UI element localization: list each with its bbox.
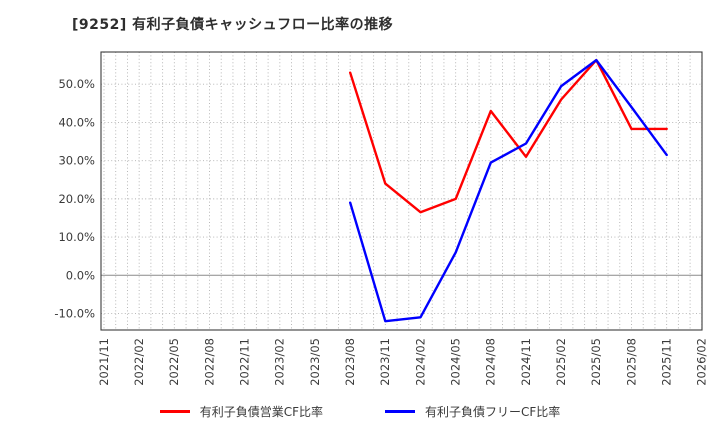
legend-label-free-cf: 有利子負債フリーCF比率 <box>425 405 561 419</box>
y-tick-label: 40.0% <box>58 115 95 129</box>
x-tick-label: 2024/02 <box>413 338 427 386</box>
x-tick-label: 2022/08 <box>202 338 216 386</box>
x-tick-label: 2025/08 <box>624 338 638 386</box>
series-line-operating-cf <box>349 58 668 214</box>
y-tick-label: 0.0% <box>66 268 95 282</box>
x-tick-label: 2023/08 <box>343 338 357 386</box>
x-tick-label: 2025/02 <box>554 338 568 386</box>
x-tick-label: 2025/05 <box>589 338 603 386</box>
x-tick-label: 2022/02 <box>132 338 146 386</box>
x-tick-label: 2022/05 <box>167 338 181 386</box>
y-tick-label: 20.0% <box>58 192 95 206</box>
series-line-free-cf <box>349 58 668 323</box>
legend-line-free-cf-icon <box>385 410 415 413</box>
x-tick-label: 2021/11 <box>97 338 111 386</box>
y-tick-label: -10.0% <box>54 307 95 321</box>
plot-border <box>100 51 703 331</box>
chart-title: [9252] 有利子負債キャッシュフロー比率の推移 <box>72 17 394 33</box>
x-tick-label: 2024/08 <box>484 338 498 386</box>
x-tick-label: 2025/11 <box>659 338 673 386</box>
legend-item-operating-cf: 有利子負債営業CF比率 <box>159 403 323 420</box>
x-tick-label: 2026/02 <box>695 338 709 386</box>
legend-label-operating-cf: 有利子負債営業CF比率 <box>199 405 323 419</box>
legend-line-operating-cf-icon <box>159 410 190 413</box>
y-tick-label: 30.0% <box>58 154 95 168</box>
x-tick-label: 2023/02 <box>273 338 287 386</box>
y-tick-label: 50.0% <box>58 77 95 91</box>
x-tick-label: 2024/05 <box>448 338 462 386</box>
x-tick-label: 2024/11 <box>519 338 533 386</box>
y-tick-label: 10.0% <box>58 230 95 244</box>
x-tick-label: 2023/05 <box>308 338 322 386</box>
chart-legend: 有利子負債営業CF比率 有利子負債フリーCF比率 <box>0 403 720 420</box>
x-tick-label: 2022/11 <box>237 338 251 386</box>
x-tick-label: 2023/11 <box>378 338 392 386</box>
legend-item-free-cf: 有利子負債フリーCF比率 <box>385 403 560 420</box>
